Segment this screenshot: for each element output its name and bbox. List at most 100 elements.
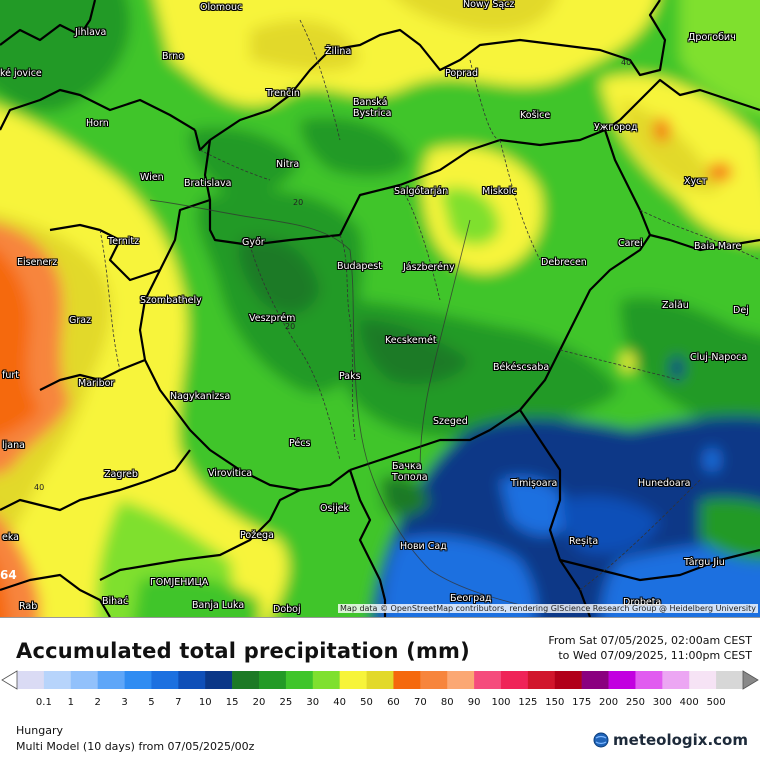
color-scale-cell: [17, 671, 45, 689]
color-scale-cell: [716, 671, 744, 689]
color-scale-tick-label: 3: [121, 697, 128, 708]
city-label: ГОМЈЕНИЦА: [150, 577, 209, 588]
color-scale-tick-label: 20: [252, 697, 266, 708]
color-scale-cell: [151, 671, 179, 689]
globe-icon: [593, 732, 609, 748]
color-scale-cell: [97, 671, 125, 689]
color-scale-tick-label: 40: [333, 697, 347, 708]
color-scale-cell: [232, 671, 260, 689]
city-label: Wien: [140, 172, 164, 183]
color-scale-cell: [178, 671, 206, 689]
color-scale-cell: [447, 671, 475, 689]
color-scale-tick-label: 300: [652, 697, 672, 708]
city-label: Veszprém: [249, 313, 296, 324]
city-label: Maribor: [78, 378, 115, 389]
city-label: Ternitz: [108, 236, 140, 247]
color-scale-cell: [662, 671, 690, 689]
city-label: Hunedoara: [638, 478, 691, 489]
color-scale-cell: [689, 671, 717, 689]
date-range-from: From Sat 07/05/2025, 02:00am CEST: [548, 634, 752, 647]
city-label: Žilina: [325, 46, 352, 57]
city-label: Nitra: [276, 159, 300, 170]
color-scale-tick-label: 25: [279, 697, 293, 708]
color-scale-cell: [474, 671, 502, 689]
color-scale-cell: [527, 671, 556, 689]
city-label: Doboj: [273, 604, 301, 615]
model-run-info: Multi Model (10 days) from 07/05/2025/00…: [16, 740, 255, 753]
city-label: Győr: [242, 237, 265, 248]
color-scale-cell: [608, 671, 636, 689]
date-range-to: to Wed 07/09/2025, 11:00pm CEST: [558, 649, 752, 662]
color-scale-tick-label: 150: [545, 697, 565, 708]
color-scale-tick-label: 10: [198, 697, 212, 708]
city-label: Osijek: [320, 503, 350, 514]
city-label: Бачка Топола: [392, 461, 428, 483]
city-label: Jászberény: [403, 262, 455, 273]
contour-label: 64: [0, 568, 17, 582]
city-label: Kecskemét: [385, 335, 437, 346]
color-scale-tick-label: 500: [706, 697, 726, 708]
color-scale-cell: [393, 671, 421, 689]
city-label: Paks: [339, 371, 361, 382]
city-label: ské jovice: [0, 68, 42, 79]
city-label: furt: [2, 370, 19, 381]
city-label: Horn: [86, 118, 109, 129]
color-scale-tick-label: 90: [467, 697, 481, 708]
city-label: Rab: [19, 601, 38, 612]
city-label: Jihlava: [75, 27, 107, 38]
city-label: Trenčín: [266, 88, 300, 99]
scale-left-arrow-icon: [1, 670, 18, 690]
city-label: Drobeta: [623, 597, 662, 608]
color-scale-cell: [420, 671, 448, 689]
city-label: Poprad: [445, 68, 478, 79]
color-scale-cell: [635, 671, 663, 689]
city-label: Graz: [69, 315, 92, 326]
city-label: Târgu Jiu: [684, 557, 725, 568]
color-scale-cell: [70, 671, 98, 689]
color-scale-cell: [124, 671, 152, 689]
city-label: Zalău: [662, 300, 689, 311]
city-label: Ужгород: [594, 122, 638, 133]
city-label: Békéscsaba: [493, 362, 550, 373]
city-label: Virovitica: [208, 468, 253, 479]
city-label: Požega: [240, 530, 274, 541]
color-scale-cell: [339, 671, 367, 689]
city-label: Szombathely: [140, 295, 202, 306]
color-scale-cell: [366, 671, 394, 689]
color-scale-tick-label: 15: [225, 697, 239, 708]
color-scale-bar: [1, 670, 759, 690]
brand-logo[interactable]: meteologix.com: [593, 731, 748, 749]
city-label: Cluj-Napoca: [690, 352, 748, 363]
city-label: Miskolc: [482, 186, 517, 197]
contour-label: 20: [293, 198, 304, 207]
contour-label: 40: [621, 58, 632, 67]
color-scale-tick-label: 80: [440, 697, 454, 708]
city-label: Pécs: [289, 438, 311, 449]
color-scale-tick-label: 250: [625, 697, 645, 708]
city-label: Dej: [733, 305, 749, 316]
color-scale-tick-label: 100: [491, 697, 511, 708]
color-scale-tick-label: 5: [148, 697, 155, 708]
city-label: Дрогобич: [688, 32, 736, 43]
legend-title: Accumulated total precipitation (mm): [16, 639, 470, 663]
city-label: Budapest: [337, 261, 382, 272]
color-scale-cell: [581, 671, 609, 689]
color-scale-tick-label: 30: [306, 697, 320, 708]
city-label: Olomouc: [200, 2, 243, 13]
color-scale-tick-label: 70: [413, 697, 427, 708]
color-scale-cell: [501, 671, 529, 689]
color-scale-cell: [259, 671, 287, 689]
city-label: Baia Mare: [694, 241, 742, 252]
city-label: Salgótarján: [394, 186, 449, 197]
city-label: Debrecen: [541, 257, 587, 268]
city-label: Bihać: [102, 596, 129, 607]
color-scale-tick-label: 175: [572, 697, 592, 708]
precipitation-map[interactable]: Olomouc Nowy Sącz Jihlava Brno Žilina Poprad Д…: [0, 0, 760, 617]
contour-label: 40: [34, 483, 45, 492]
color-scale-cell: [205, 671, 233, 689]
contour-label: 20: [285, 322, 296, 331]
color-scale-cell: [43, 671, 72, 689]
map-attribution[interactable]: Map data © OpenStreetMap contributors, r…: [338, 604, 758, 613]
color-scale-cell: [285, 671, 314, 689]
city-label: Београд: [450, 593, 492, 604]
